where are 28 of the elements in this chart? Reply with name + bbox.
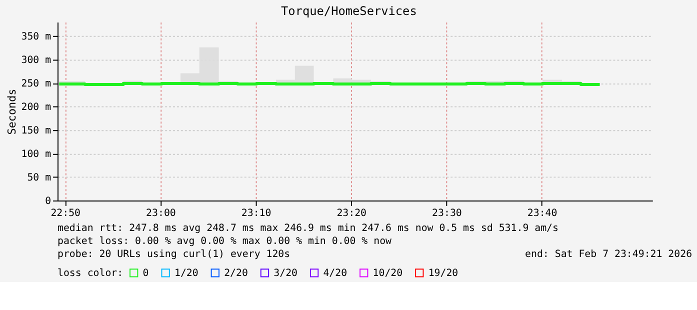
x-tick-label: 22:50: [50, 208, 81, 219]
text: end: Sat Feb 7 23:49:21 2026: [525, 249, 692, 260]
legend-label: 19/20: [428, 268, 458, 279]
x-tick-label: 23:10: [241, 208, 272, 219]
legend-label: 3/20: [274, 268, 298, 279]
y-tick-label: 150 m: [21, 126, 52, 137]
legend-label: 10/20: [372, 268, 403, 279]
legend-label: 2/20: [224, 268, 248, 279]
x-tick-label: 23:30: [432, 208, 462, 219]
legend-title: loss color:: [58, 268, 124, 279]
y-tick-label: 300 m: [21, 55, 52, 66]
legend-label: 1/20: [174, 268, 198, 279]
x-tick-label: 23:00: [146, 208, 176, 219]
legend-label: 4/20: [323, 268, 348, 279]
text: packet loss: 0.00 % avg 0.00 % max 0.00 % min 0.00 % now: [58, 236, 392, 248]
y-tick-label: 100 m: [21, 148, 52, 160]
y-axis-title: Seconds: [5, 88, 18, 135]
y-tick-label: 250 m: [21, 78, 52, 90]
text: probe: 20 URLs using curl(1) every 120s: [58, 249, 290, 260]
y-tick-label: 350 m: [21, 32, 52, 43]
y-tick-label: 200 m: [21, 102, 52, 114]
x-tick-label: 23:20: [336, 208, 367, 219]
chart-title: Torque/HomeServices: [281, 4, 417, 18]
x-tick-label: 23:40: [527, 208, 558, 219]
text: median rtt: 247.8 ms avg 248.7 ms max 246.9 ms min 247.6 ms now 0.5 ms sd 531.9 am/s: [58, 223, 558, 234]
y-tick-label: 0: [45, 196, 52, 207]
y-tick-label: 50 m: [27, 172, 52, 184]
legend-label: 0: [142, 268, 149, 279]
